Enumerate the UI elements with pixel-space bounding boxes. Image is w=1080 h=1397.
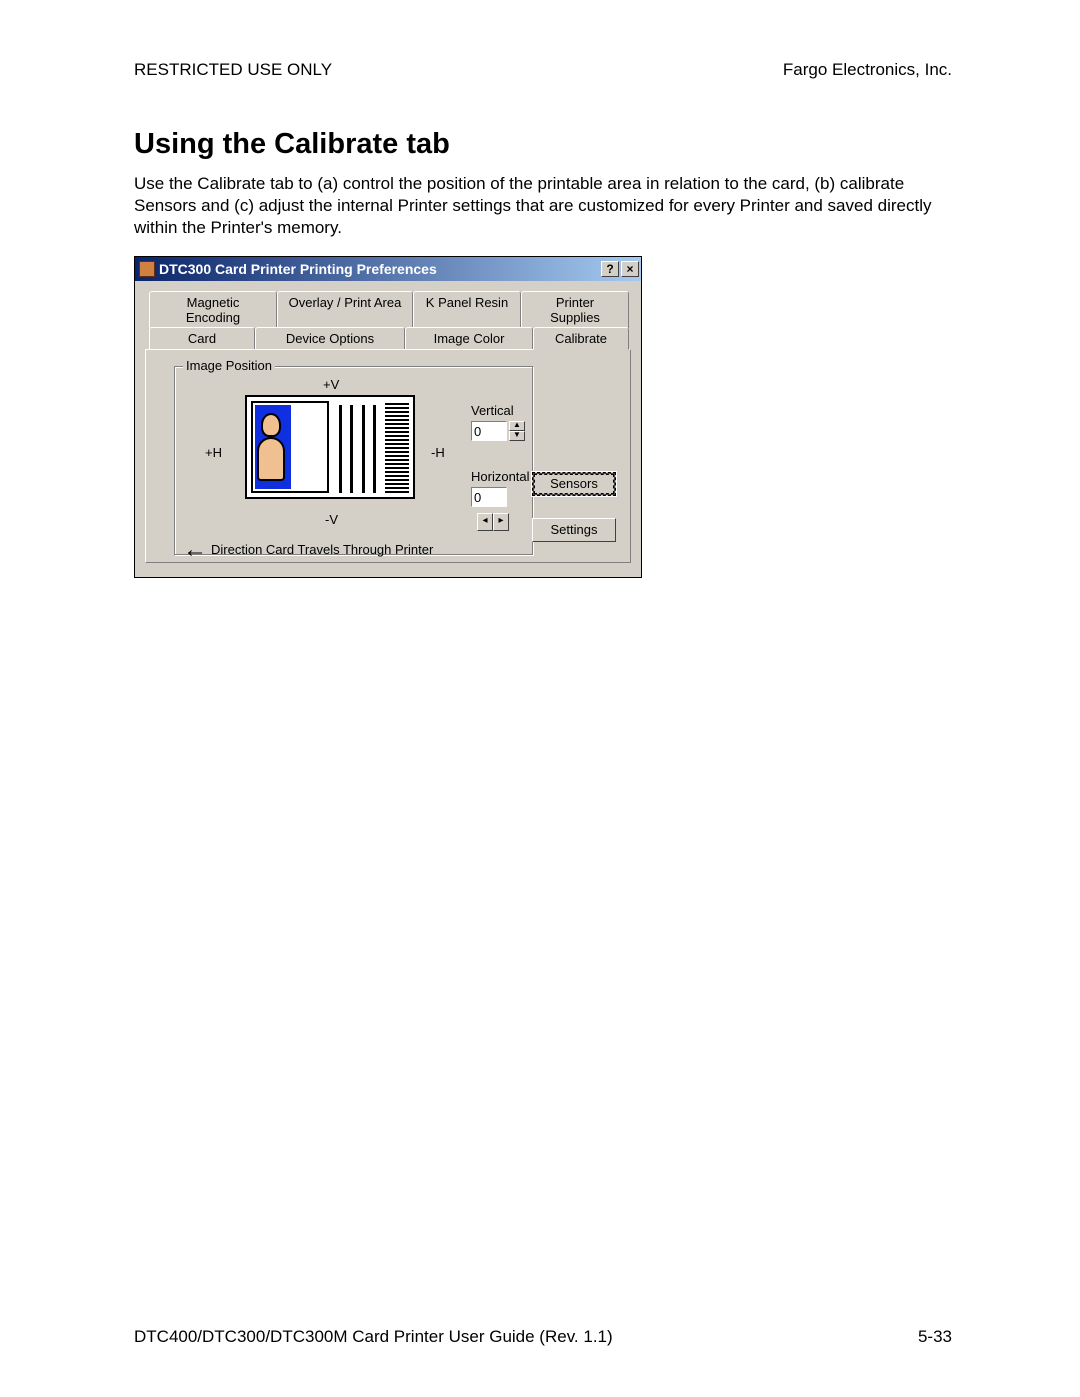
tab-printer-supplies[interactable]: Printer Supplies [521,291,629,328]
horizontal-spinner-block: Horizontal ◂ ▸ [471,469,530,531]
horizontal-right-button[interactable]: ▸ [493,513,509,531]
tab-k-panel-resin[interactable]: K Panel Resin [413,291,521,328]
dialog-icon [139,261,155,277]
vertical-spinner-block: Vertical ▲ ▼ [471,403,525,441]
dialog-titlebar: DTC300 Card Printer Printing Preferences… [135,257,641,281]
tab-card[interactable]: Card [149,327,255,350]
card-photo-frame [251,401,329,493]
header-right: Fargo Electronics, Inc. [783,60,952,80]
horizontal-label: Horizontal [471,469,530,484]
vertical-down-button[interactable]: ▼ [509,431,525,441]
groupbox-label: Image Position [183,358,275,373]
tabs-row-1: Magnetic Encoding Overlay / Print Area K… [149,291,631,328]
close-button[interactable]: × [621,261,639,277]
label-plus-v: +V [323,377,339,392]
tab-device-options[interactable]: Device Options [255,327,405,350]
label-plus-h: +H [205,445,222,460]
help-button[interactable]: ? [601,261,619,277]
horizontal-left-button[interactable]: ◂ [477,513,493,531]
calibrate-panel: Image Position +V -V +H -H [145,349,631,563]
card-preview [245,395,415,499]
image-position-group: Image Position +V -V +H -H [174,366,534,556]
card-person-head [261,413,281,437]
tabs-row-2: Card Device Options Image Color Calibrat… [149,327,631,350]
dialog-title: DTC300 Card Printer Printing Preferences [159,261,437,277]
tab-image-color[interactable]: Image Color [405,327,533,350]
vertical-input[interactable] [471,421,507,441]
label-minus-v: -V [325,512,338,527]
settings-button[interactable]: Settings [532,518,616,542]
vertical-label: Vertical [471,403,525,418]
header-left: RESTRICTED USE ONLY [134,60,332,80]
card-person-body [257,437,285,481]
sensors-button[interactable]: Sensors [532,472,616,496]
footer-left: DTC400/DTC300/DTC300M Card Printer User … [134,1327,613,1347]
tab-calibrate[interactable]: Calibrate [533,327,629,350]
preferences-dialog: DTC300 Card Printer Printing Preferences… [134,256,642,578]
footer-right: 5-33 [918,1327,952,1347]
intro-paragraph: Use the Calibrate tab to (a) control the… [134,173,952,238]
card-barcode [385,403,409,493]
label-minus-h: -H [431,445,445,460]
direction-row: ← Direction Card Travels Through Printer [183,542,433,557]
page-header: RESTRICTED USE ONLY Fargo Electronics, I… [134,60,952,80]
arrow-left-icon: ← [183,543,207,557]
horizontal-input[interactable] [471,487,507,507]
section-title: Using the Calibrate tab [134,128,952,161]
tab-magnetic-encoding[interactable]: Magnetic Encoding [149,291,277,328]
direction-text: Direction Card Travels Through Printer [211,542,433,557]
page-footer: DTC400/DTC300/DTC300M Card Printer User … [134,1327,952,1347]
tab-overlay-print-area[interactable]: Overlay / Print Area [277,291,413,328]
